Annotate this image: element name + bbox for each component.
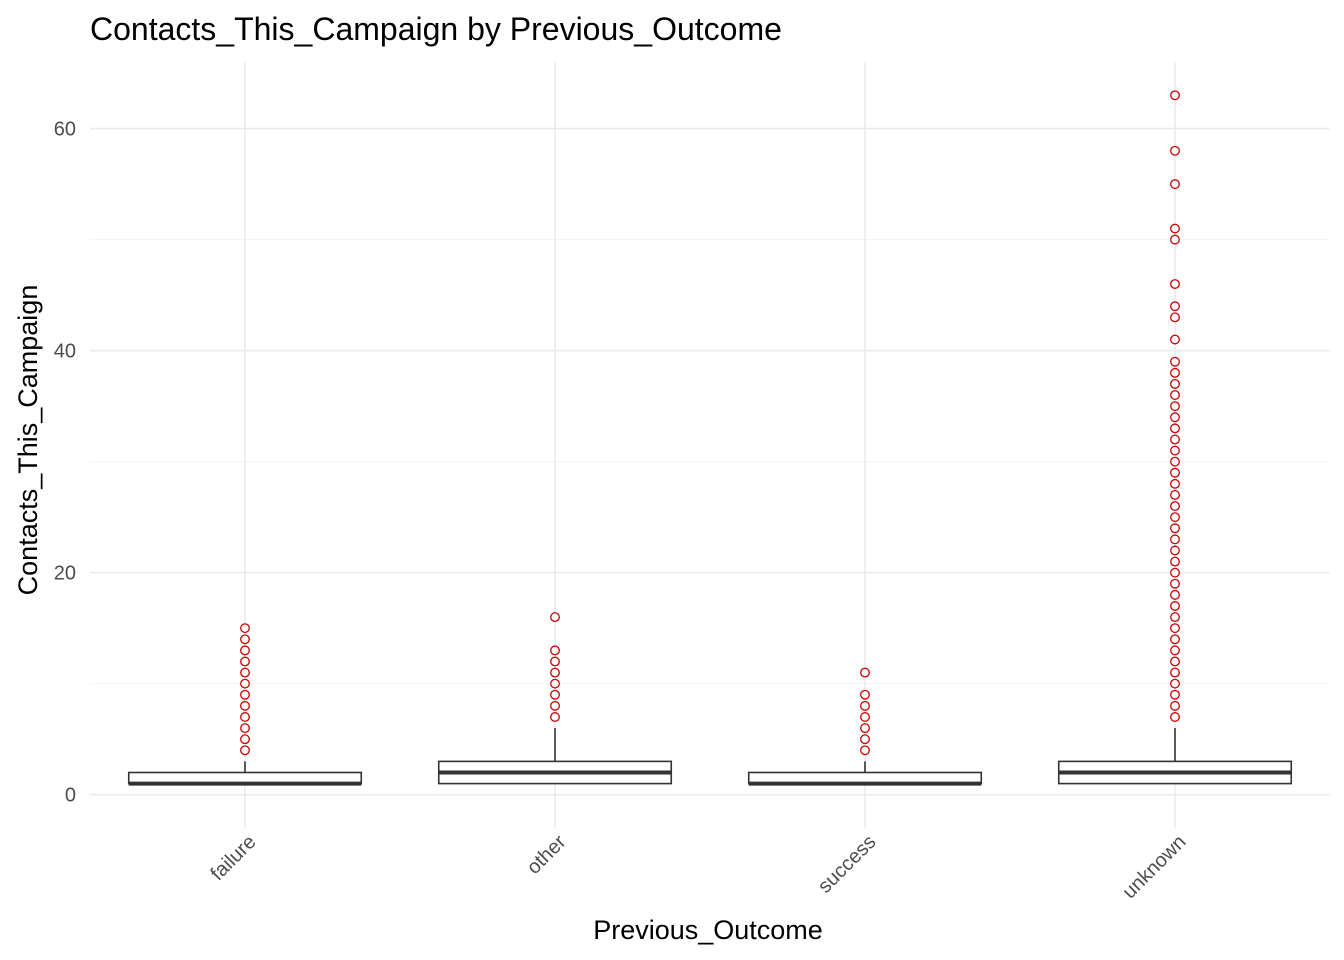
outlier-point [1170, 667, 1180, 678]
outlier-point [1170, 423, 1180, 434]
outlier-point [240, 745, 250, 756]
outlier-point [1170, 545, 1180, 556]
outlier-point [1170, 334, 1180, 345]
outlier-point [240, 645, 250, 656]
outlier-point [550, 645, 560, 656]
outlier-point [860, 700, 870, 711]
outlier-point [240, 700, 250, 711]
outlier-point [240, 734, 250, 745]
box-other [437, 728, 673, 785]
outlier-point [1170, 90, 1180, 101]
outlier-point [240, 667, 250, 678]
outlier-point [1170, 512, 1180, 523]
outlier-point [1170, 179, 1180, 190]
outlier-point [1170, 412, 1180, 423]
x-axis-title: Previous_Outcome [593, 915, 823, 945]
x-tick-label: success [814, 831, 881, 898]
outlier-point [1170, 145, 1180, 156]
outlier-point [1170, 612, 1180, 623]
outlier-point [1170, 445, 1180, 456]
outlier-point [240, 712, 250, 722]
outlier-point [1170, 501, 1180, 512]
outlier-point [550, 712, 560, 722]
outlier-point [240, 623, 250, 634]
outlier-point [860, 712, 870, 722]
outlier-point [240, 634, 250, 645]
box-unknown [1057, 728, 1293, 785]
outlier-point [1170, 534, 1180, 545]
outlier-point [1170, 523, 1180, 534]
outlier-point [1170, 589, 1180, 600]
outlier-point [1170, 645, 1180, 656]
outlier-point [1170, 490, 1180, 500]
box-failure [127, 761, 363, 786]
grid [90, 62, 1330, 828]
outlier-point [1170, 356, 1180, 367]
outlier-point [1170, 656, 1180, 667]
outlier-point [1170, 279, 1180, 289]
outlier-point [240, 678, 250, 689]
outlier-point [550, 667, 560, 678]
outlier-point [1170, 712, 1180, 722]
x-tick-label: other [523, 831, 571, 879]
y-tick-label: 40 [54, 341, 76, 363]
outlier-point [1170, 634, 1180, 645]
y-tick-label: 20 [54, 563, 76, 585]
outlier-point [860, 689, 870, 700]
outlier-point [860, 667, 870, 678]
outlier-point [1170, 223, 1180, 234]
outlier-point [1170, 689, 1180, 700]
outlier-point [550, 678, 560, 689]
boxes [127, 728, 1293, 786]
outliers-success [860, 667, 870, 756]
outlier-point [550, 656, 560, 667]
x-axis-ticks: failure other success unknown [206, 831, 1190, 903]
outlier-point [1170, 301, 1180, 312]
outlier-point [860, 745, 870, 756]
outlier-point [1170, 434, 1180, 445]
outlier-point [1170, 367, 1180, 378]
outlier-point [1170, 623, 1180, 634]
x-tick-label: failure [206, 831, 260, 885]
outlier-point [240, 723, 250, 734]
outliers-failure [240, 623, 250, 756]
outliers [240, 90, 1180, 756]
y-axis-ticks: 0 20 40 60 [54, 119, 76, 807]
outlier-point [1170, 378, 1180, 389]
outlier-point [1170, 467, 1180, 478]
outlier-point [1170, 456, 1180, 467]
chart-title: Contacts_This_Campaign by Previous_Outco… [90, 11, 782, 47]
outlier-point [1170, 678, 1180, 689]
outlier-point [860, 723, 870, 734]
outlier-point [1170, 390, 1180, 400]
outlier-point [1170, 312, 1180, 323]
outlier-point [1170, 401, 1180, 412]
outlier-point [1170, 478, 1180, 489]
outlier-point [1170, 556, 1180, 567]
outlier-point [240, 689, 250, 700]
outliers-other [550, 612, 560, 722]
x-tick-label: unknown [1118, 831, 1190, 903]
outlier-point [1170, 601, 1180, 611]
outliers-unknown [1170, 90, 1180, 722]
box-success [747, 761, 983, 786]
outlier-point [860, 734, 870, 745]
outlier-point [550, 689, 560, 700]
outlier-point [1170, 567, 1180, 578]
outlier-point [1170, 700, 1180, 711]
y-axis-title: Contacts_This_Campaign [13, 285, 43, 596]
outlier-point [240, 656, 250, 667]
y-tick-label: 60 [54, 119, 76, 141]
outlier-point [550, 612, 560, 623]
outlier-point [550, 700, 560, 711]
y-tick-label: 0 [65, 785, 76, 807]
outlier-point [1170, 578, 1180, 589]
outlier-point [1170, 234, 1180, 245]
